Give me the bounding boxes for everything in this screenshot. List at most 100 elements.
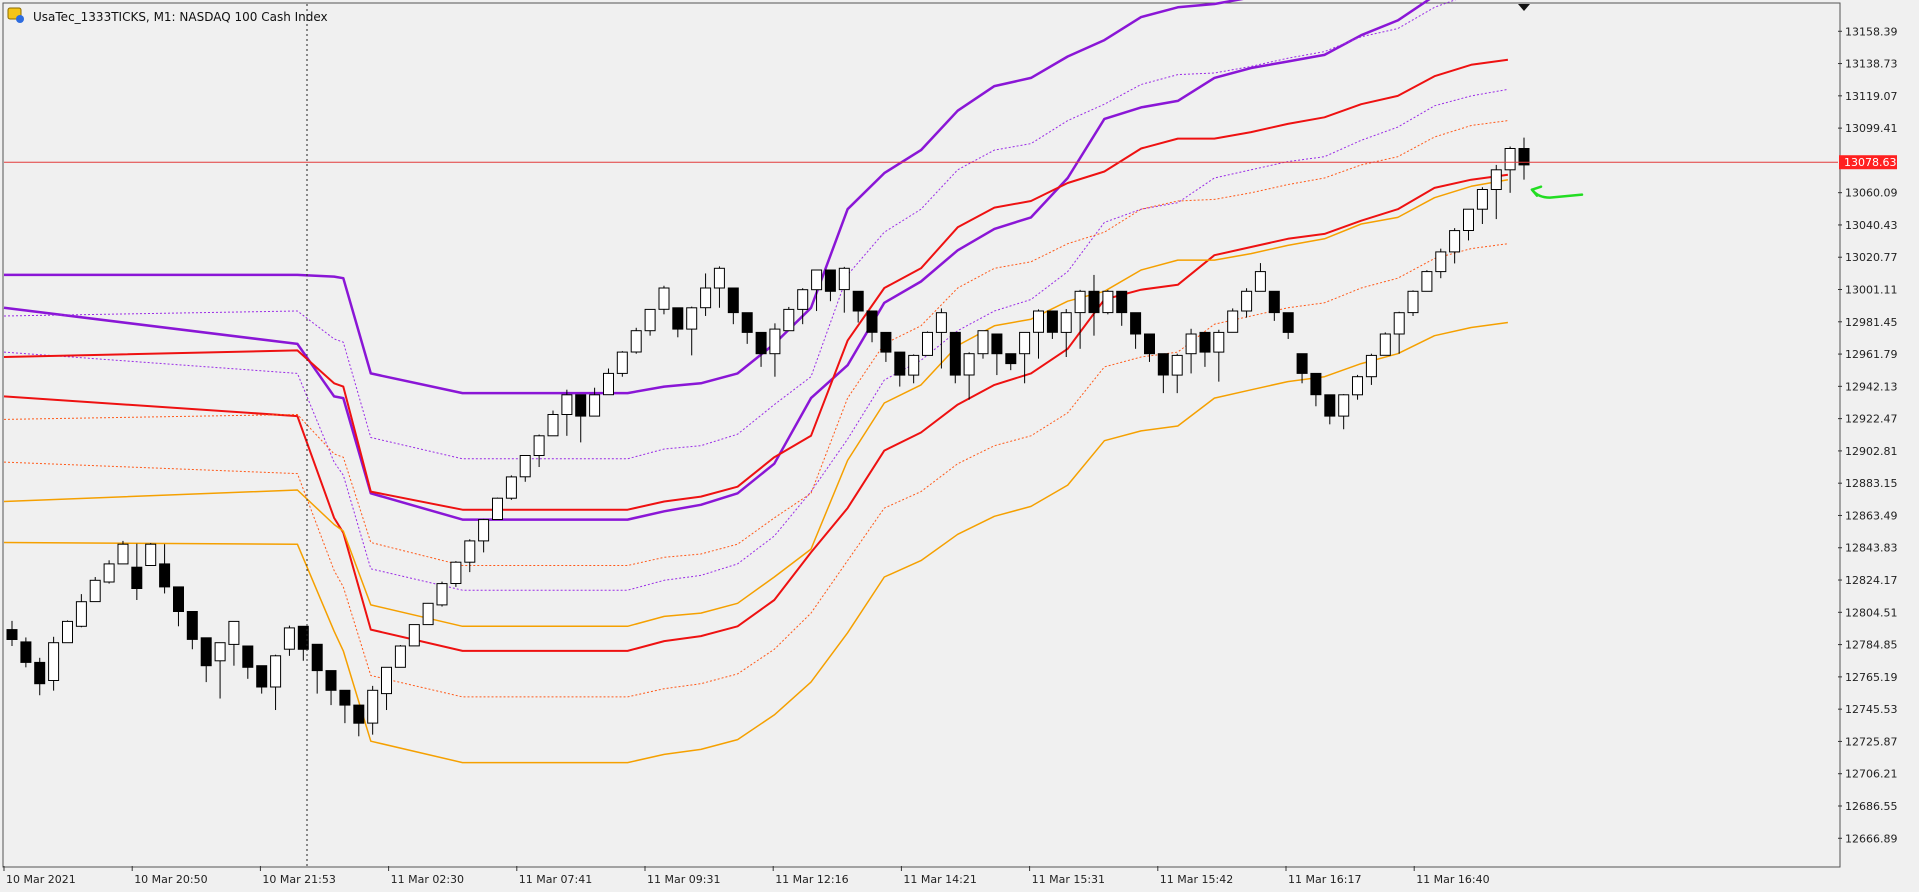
candle-body <box>145 543 157 567</box>
y-tick-label: 12824.17 <box>1845 574 1898 587</box>
candle <box>1268 290 1280 321</box>
candle <box>1435 248 1447 279</box>
candle-body <box>1185 333 1197 355</box>
candle-body <box>75 601 87 627</box>
candle-body <box>200 637 212 667</box>
candle-body <box>1352 376 1363 396</box>
candle <box>200 637 212 683</box>
candle-body <box>159 563 171 588</box>
y-tick-label: 12942.13 <box>1845 380 1898 393</box>
candle-body <box>48 642 60 682</box>
candle-body <box>339 689 351 706</box>
candle <box>353 704 365 737</box>
candle-body <box>1463 208 1474 231</box>
x-tick-label: 11 Mar 12:16 <box>775 873 848 886</box>
candle-body <box>173 586 184 613</box>
candle-body <box>20 641 32 663</box>
candle-body <box>1074 290 1086 314</box>
candle <box>339 689 351 724</box>
candle-body <box>603 372 614 396</box>
candle <box>478 518 490 553</box>
axes: 13158.39 13138.73 13119.07 13099.41 13060.09… <box>3 25 1898 886</box>
candle <box>908 354 920 384</box>
candle <box>658 285 670 315</box>
candle <box>75 594 87 628</box>
y-tick-label: 12804.51 <box>1845 606 1898 619</box>
candle-body <box>741 312 753 333</box>
candle <box>464 539 476 573</box>
candle-body <box>1019 331 1031 355</box>
candle-body <box>89 579 101 603</box>
y-tick-label: 13060.09 <box>1845 187 1898 200</box>
candle-body <box>353 704 365 724</box>
candle <box>1241 288 1253 318</box>
candle-body <box>880 331 892 353</box>
candle <box>450 561 462 587</box>
candle <box>852 290 864 323</box>
candle-body <box>1254 271 1266 292</box>
candle <box>991 333 1003 376</box>
candle <box>575 394 587 443</box>
candle <box>811 269 823 312</box>
candle-body <box>1268 290 1280 314</box>
candle <box>783 306 795 332</box>
candle-body <box>700 287 712 309</box>
x-tick-label: 10 Mar 21:53 <box>262 873 335 886</box>
candle-body <box>1102 290 1114 314</box>
candle <box>1046 310 1058 339</box>
candle-body <box>117 543 129 565</box>
candle <box>214 642 226 699</box>
candle <box>533 434 545 468</box>
candle-body <box>672 307 684 330</box>
y-tick-label: 12922.47 <box>1845 413 1898 426</box>
candle-body <box>1435 251 1447 273</box>
candle-body <box>949 331 961 376</box>
candle <box>283 625 295 656</box>
candle-body <box>505 476 517 499</box>
band-line <box>3 88 1508 591</box>
candle <box>159 544 171 594</box>
candle-body <box>1504 148 1516 171</box>
x-tick-label: 11 Mar 14:21 <box>903 873 976 886</box>
y-tick-label: 13020.77 <box>1845 251 1898 264</box>
y-tick-label: 12883.15 <box>1845 477 1898 490</box>
x-tick-label: 10 Mar 2021 <box>6 873 76 886</box>
candle <box>727 287 739 325</box>
candle-body <box>492 497 503 521</box>
candle <box>145 543 157 567</box>
candle-body <box>519 455 531 478</box>
candle <box>838 266 850 313</box>
x-tick-label: 11 Mar 16:40 <box>1416 873 1489 886</box>
candle-body <box>1379 333 1391 356</box>
band-line <box>4 0 1244 395</box>
candle-body <box>589 394 601 417</box>
candle <box>408 624 420 647</box>
candle-body <box>1393 312 1405 335</box>
current-price-badge: 13078.63 <box>1839 155 1897 170</box>
candle <box>48 636 60 691</box>
candle-body <box>62 620 73 644</box>
candle-body <box>1421 271 1433 292</box>
candle-body <box>963 353 975 376</box>
candle-body <box>575 394 587 417</box>
candle <box>1310 372 1322 407</box>
candle-body <box>325 670 337 691</box>
band-line <box>3 173 1509 652</box>
candle <box>1449 228 1461 264</box>
candle <box>228 620 240 666</box>
envelope-bands <box>3 0 1509 764</box>
candle-body <box>686 307 698 330</box>
x-tick-label: 10 Mar 20:50 <box>134 873 207 886</box>
candle-body <box>1171 354 1183 376</box>
candle <box>1074 289 1086 349</box>
candle-body <box>894 351 906 376</box>
y-tick-label: 13001.11 <box>1845 284 1898 297</box>
candle <box>394 644 406 668</box>
band-line <box>3 0 1431 521</box>
candle-body <box>270 655 282 688</box>
candle <box>616 351 628 377</box>
candle-body <box>6 629 18 640</box>
candle-body <box>242 645 254 668</box>
candle-body <box>103 563 115 583</box>
